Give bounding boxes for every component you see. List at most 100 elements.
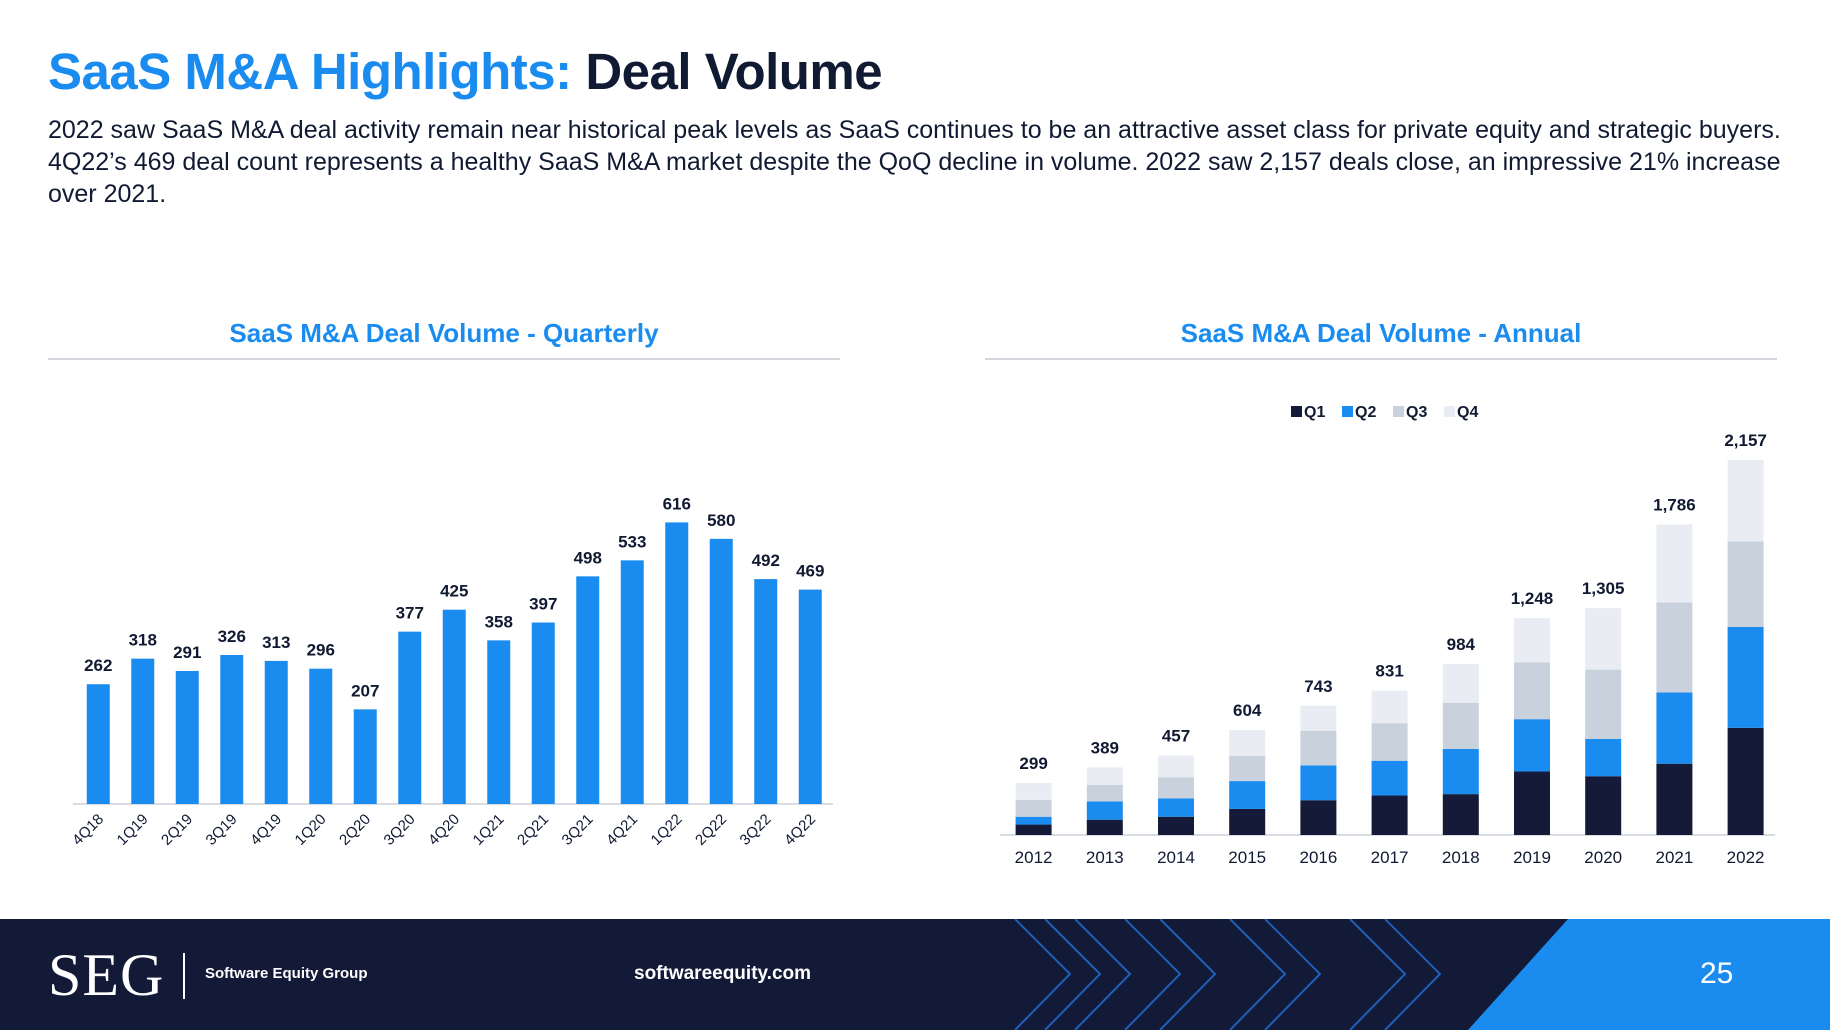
quarterly-bar-2Q20 (353, 709, 377, 804)
annual-total-label: 389 (1091, 738, 1119, 757)
quarterly-bar-3Q19 (220, 654, 244, 804)
annual-bar-2022-Q1 (1727, 727, 1764, 835)
annual-bar-2019-Q1 (1514, 771, 1550, 835)
quarterly-tick-label: 2Q19 (158, 811, 196, 849)
quarterly-bar-1Q21 (487, 640, 511, 804)
annual-bar-2015-Q1 (1229, 808, 1266, 835)
annual-bar-2013-Q4 (1086, 767, 1123, 785)
annual-bar-2014-Q3 (1158, 777, 1194, 799)
quarterly-bar-4Q21 (620, 560, 644, 804)
annual-bar-2020-Q4 (1585, 608, 1622, 670)
quarterly-value-label: 425 (440, 582, 468, 601)
annual-chart-rule (985, 358, 1777, 360)
quarterly-value-label: 498 (574, 548, 602, 567)
annual-bar-2012-Q2 (1015, 816, 1052, 825)
annual-tick-label: 2017 (1371, 848, 1409, 867)
quarterly-bar-4Q18 (86, 684, 110, 804)
annual-bar-2018-Q4 (1442, 663, 1479, 703)
quarterly-tick-label: 4Q22 (781, 811, 819, 849)
quarterly-bar-1Q22 (665, 522, 689, 804)
annual-bar-2019-Q4 (1514, 617, 1550, 663)
annual-bar-2020-Q3 (1585, 669, 1622, 739)
quarterly-tick-label: 2Q21 (514, 811, 552, 849)
quarterly-value-label: 291 (173, 643, 201, 662)
footer-chevron-decoration (1014, 919, 1830, 1030)
quarterly-tick-label: 3Q20 (381, 811, 419, 849)
footer: SEG Software Equity Group softwareequity… (0, 919, 1830, 1030)
annual-bar-2019-Q3 (1514, 662, 1550, 720)
quarterly-tick-label: 2Q22 (692, 811, 730, 849)
quarterly-bar-4Q19 (264, 660, 288, 804)
annual-total-label: 604 (1233, 701, 1262, 720)
annual-bar-2021-Q2 (1656, 692, 1693, 764)
quarterly-value-label: 377 (396, 604, 424, 623)
quarterly-tick-label: 1Q20 (292, 811, 330, 849)
quarterly-tick-label: 4Q19 (247, 811, 285, 849)
legend-label: Q2 (1355, 404, 1376, 421)
quarterly-value-label: 469 (796, 562, 824, 581)
annual-bar-2021-Q1 (1656, 763, 1693, 835)
legend-label: Q1 (1304, 404, 1325, 421)
quarterly-tick-label: 1Q21 (470, 811, 508, 849)
quarterly-chart-title: SaaS M&A Deal Volume - Quarterly (229, 318, 659, 348)
annual-tick-label: 2014 (1157, 848, 1195, 867)
annual-bar-2017-Q2 (1371, 760, 1408, 796)
quarterly-value-label: 580 (707, 511, 735, 530)
annual-bar-2014-Q2 (1158, 798, 1194, 817)
page-number: 25 (1700, 957, 1734, 990)
quarterly-tick-label: 1Q22 (648, 811, 686, 849)
annual-tick-label: 2021 (1655, 848, 1693, 867)
quarterly-tick-label: 2Q20 (336, 811, 374, 849)
annual-tick-label: 2020 (1584, 848, 1622, 867)
annual-total-label: 2,157 (1724, 431, 1767, 450)
annual-tick-label: 2016 (1299, 848, 1337, 867)
annual-total-label: 984 (1447, 635, 1476, 654)
website-link[interactable]: softwareequity.com (634, 963, 812, 984)
title-rest: Deal Volume (585, 43, 883, 100)
quarterly-bar-1Q20 (309, 668, 333, 804)
annual-bar-2014-Q1 (1158, 816, 1194, 835)
quarterly-value-label: 296 (307, 641, 335, 660)
quarterly-bar-1Q19 (131, 658, 155, 804)
annual-bar-2017-Q1 (1371, 795, 1408, 835)
annual-bar-2015-Q2 (1229, 781, 1266, 809)
annual-bar-2012-Q1 (1015, 824, 1052, 835)
quarterly-bar-3Q20 (398, 631, 422, 804)
legend-swatch-Q1 (1291, 406, 1302, 417)
annual-chart: Q1 Q2 Q3 Q4 299 2012 389 2013 457 2014 604 2015 743 2… (1000, 404, 1775, 867)
annual-bar-2012-Q3 (1015, 799, 1052, 817)
annual-tick-label: 2018 (1442, 848, 1480, 867)
annual-tick-label: 2022 (1727, 848, 1765, 867)
quarterly-value-label: 326 (218, 627, 246, 646)
quarterly-tick-label: 1Q19 (114, 811, 152, 849)
annual-bar-2019-Q2 (1514, 719, 1550, 772)
annual-tick-label: 2012 (1015, 848, 1053, 867)
annual-total-label: 457 (1162, 727, 1190, 746)
annual-bar-2017-Q3 (1371, 723, 1408, 761)
legend-label: Q3 (1406, 404, 1427, 421)
annual-total-label: 1,305 (1582, 579, 1625, 598)
quarterly-value-label: 318 (129, 631, 157, 650)
quarterly-value-label: 313 (262, 633, 290, 652)
annual-total-label: 1,248 (1511, 589, 1554, 608)
annual-tick-label: 2013 (1086, 848, 1124, 867)
annual-bar-2015-Q3 (1229, 755, 1266, 782)
quarterly-bar-2Q19 (175, 670, 199, 804)
quarterly-tick-label: 4Q20 (425, 811, 463, 849)
annual-bar-2014-Q4 (1158, 755, 1194, 778)
page-title: SaaS M&A Highlights: Deal Volume (48, 42, 883, 101)
annual-bar-2017-Q4 (1371, 690, 1408, 724)
annual-bar-2016-Q2 (1300, 765, 1337, 801)
quarterly-tick-label: 4Q21 (603, 811, 641, 849)
annual-total-label: 743 (1304, 677, 1332, 696)
annual-bar-2021-Q4 (1656, 524, 1693, 603)
quarterly-value-label: 262 (84, 656, 112, 675)
annual-tick-label: 2019 (1513, 848, 1551, 867)
quarterly-value-label: 397 (529, 595, 557, 614)
quarterly-tick-label: 3Q21 (559, 811, 597, 849)
quarterly-bar-3Q21 (576, 576, 600, 804)
annual-bar-2022-Q2 (1727, 627, 1764, 728)
quarterly-value-label: 533 (618, 532, 646, 551)
legend-swatch-Q2 (1342, 406, 1353, 417)
quarterly-tick-label: 3Q22 (737, 811, 775, 849)
